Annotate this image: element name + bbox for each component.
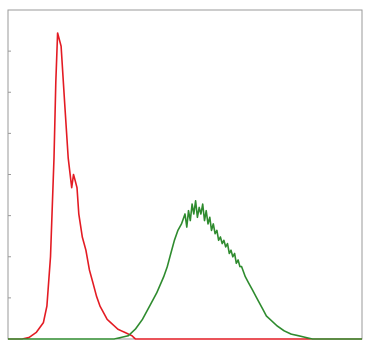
axes	[7, 9, 363, 340]
series-layer	[8, 32, 362, 340]
series-line-1	[8, 32, 362, 340]
plot-frame	[7, 9, 363, 340]
series-line-2	[8, 200, 362, 340]
